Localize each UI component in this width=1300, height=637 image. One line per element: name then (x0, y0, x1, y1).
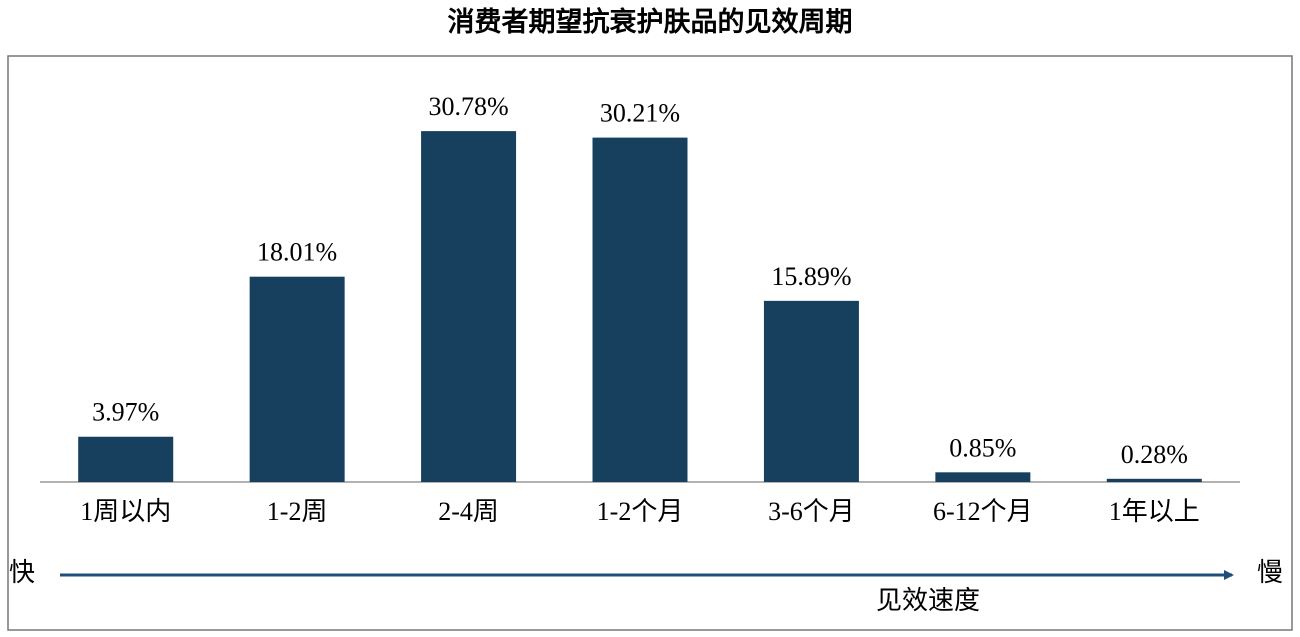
bar (592, 137, 688, 482)
bar (249, 276, 345, 482)
bar (935, 472, 1031, 482)
value-label: 18.01% (257, 238, 337, 267)
x-tick-label: 1-2个月 (597, 497, 684, 526)
axis-label: 见效速度 (876, 586, 980, 615)
bar (1106, 478, 1202, 482)
x-tick-label: 6-12个月 (933, 497, 1033, 526)
x-tick-label: 2-4周 (438, 497, 499, 526)
x-tick-label: 1年以上 (1109, 497, 1200, 526)
bar (78, 436, 174, 482)
value-label: 30.21% (600, 99, 680, 128)
bar (763, 300, 859, 482)
value-label: 15.89% (771, 262, 851, 291)
value-label: 30.78% (428, 92, 508, 121)
slow-label: 慢 (1257, 558, 1283, 587)
x-tick-label: 3-6个月 (768, 497, 855, 526)
plot-frame (7, 55, 1293, 631)
value-label: 3.97% (92, 398, 159, 427)
x-tick-label: 1周以内 (80, 497, 171, 526)
value-label: 0.28% (1121, 440, 1188, 469)
fast-label: 快 (9, 558, 35, 587)
bar (421, 131, 517, 482)
chart-title: 消费者期望抗衰护肤品的见效周期 (448, 6, 853, 37)
value-label: 0.85% (949, 433, 1016, 462)
x-tick-label: 1-2周 (267, 497, 328, 526)
